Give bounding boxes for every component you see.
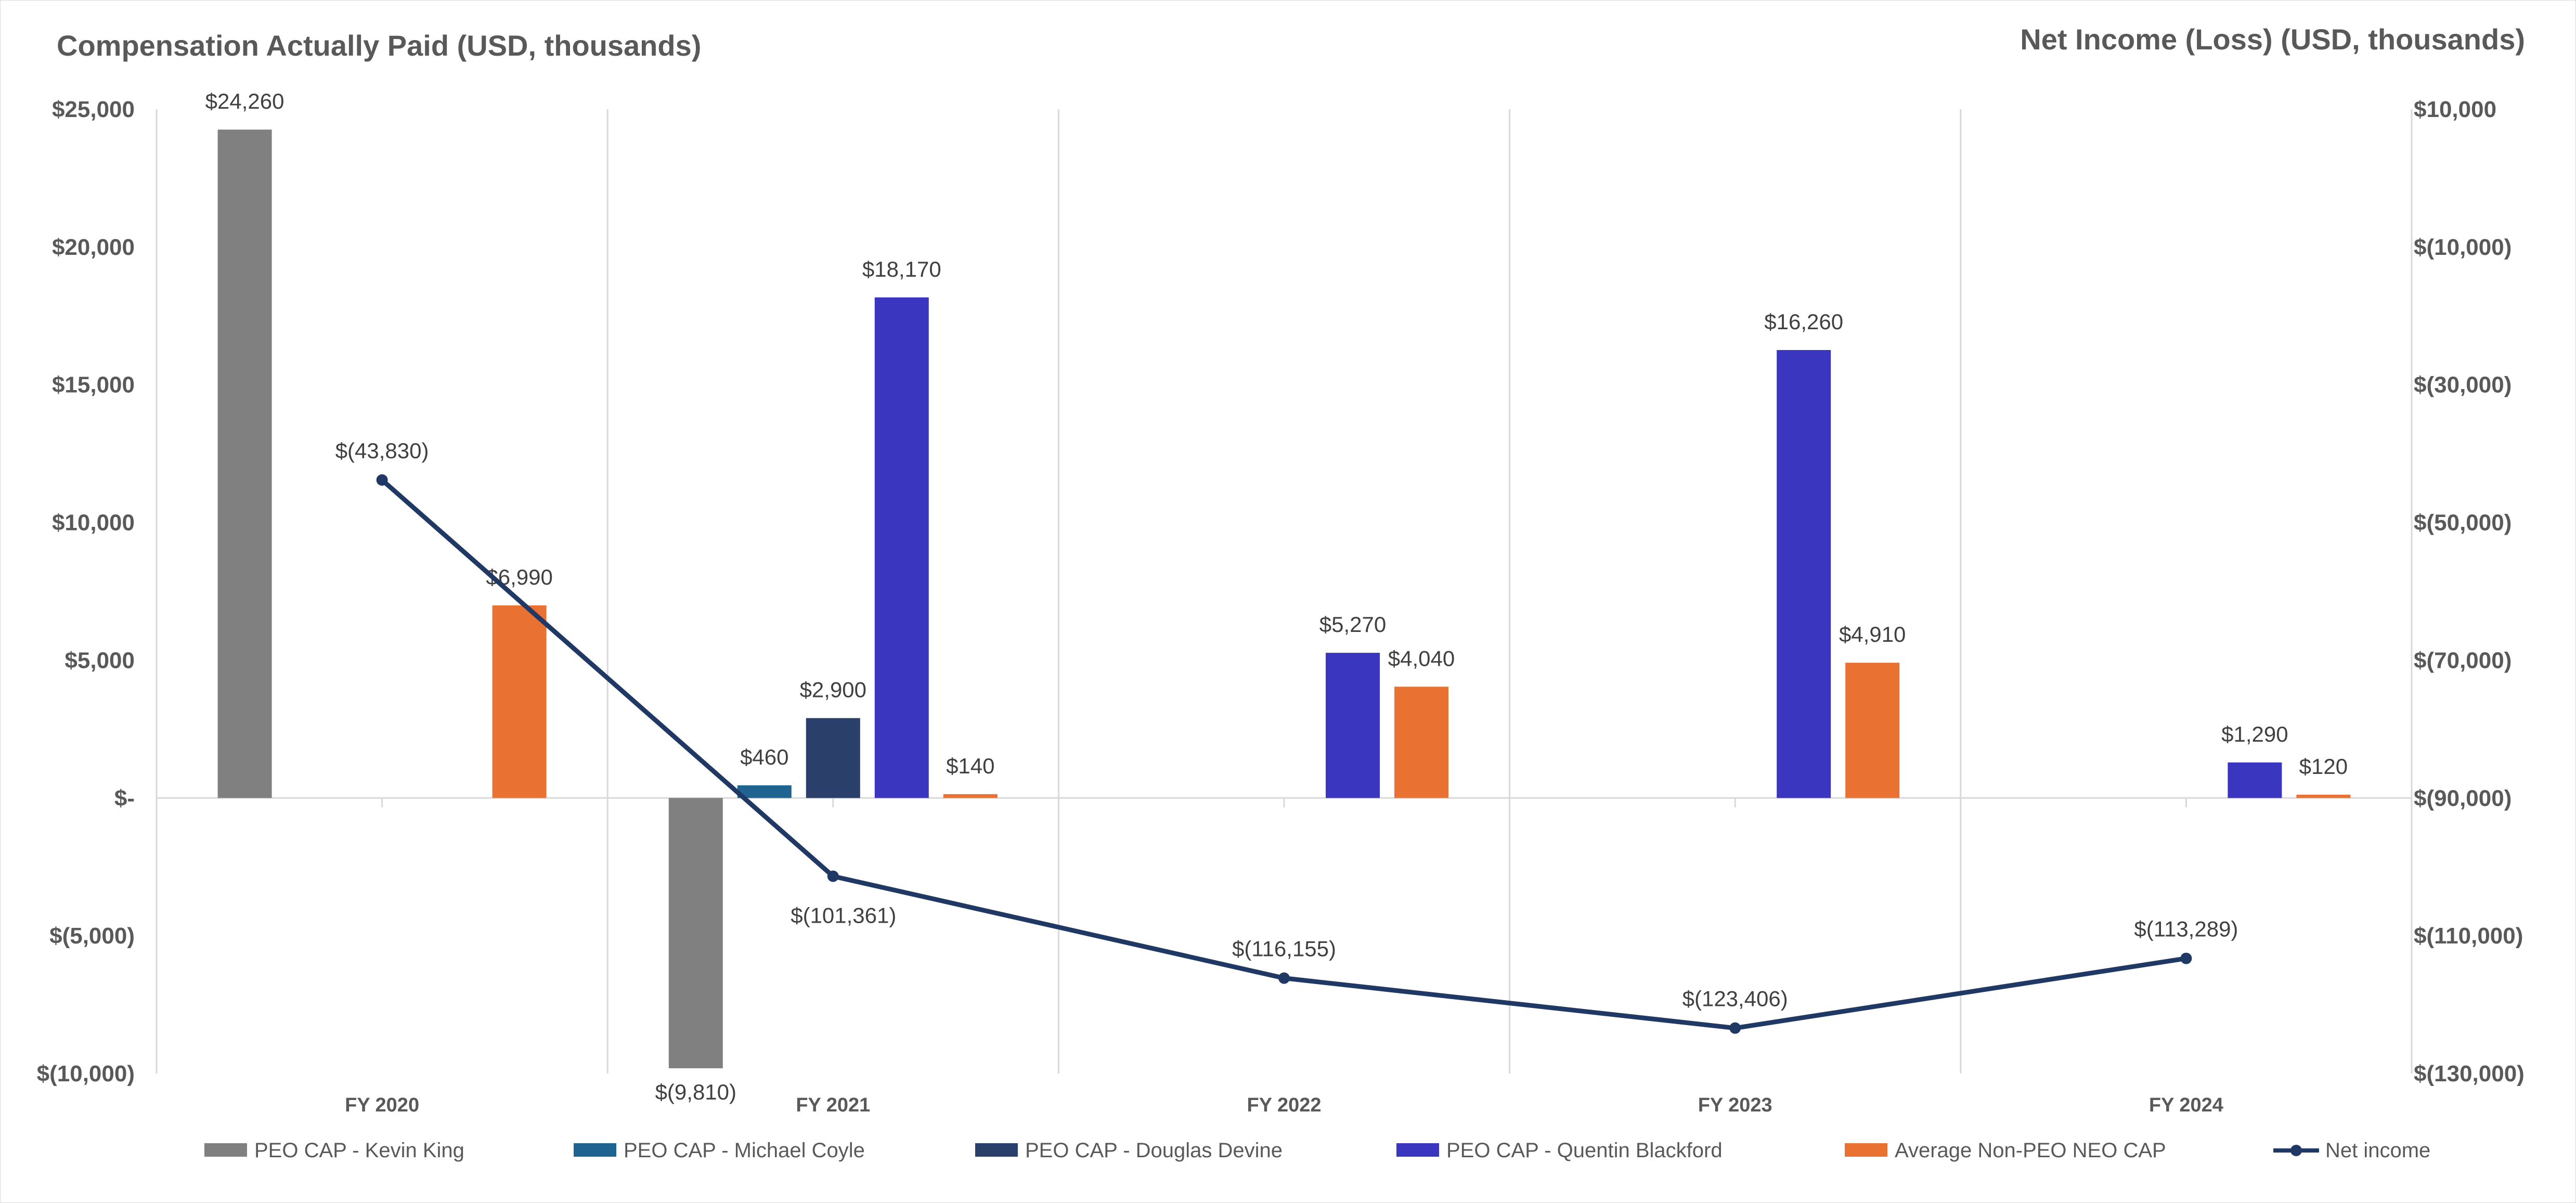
- net-income-point: [1729, 1022, 1741, 1034]
- legend-swatch-average-non-peo-neo-cap: [1845, 1143, 1887, 1157]
- x-tick-label: FY 2024: [2149, 1094, 2223, 1116]
- legend-label-peo-cap-douglas-devine: PEO CAP - Douglas Devine: [1025, 1139, 1283, 1162]
- y-tick-label: $25,000: [52, 97, 135, 122]
- bar-average-non-peo-neo-cap: [943, 794, 998, 798]
- bar-peo-cap-kevin-king: [668, 798, 723, 1068]
- y2-tick-label: $(10,000): [2414, 235, 2512, 260]
- legend-label-peo-cap-kevin-king: PEO CAP - Kevin King: [254, 1139, 464, 1162]
- y-tick-label: $-: [114, 785, 135, 811]
- bar-average-non-peo-neo-cap: [1394, 687, 1448, 798]
- x-tick-label: FY 2022: [1247, 1094, 1322, 1116]
- y2-tick-label: $(30,000): [2414, 372, 2512, 398]
- net-income-data-label: $(43,830): [335, 438, 429, 463]
- legend-swatch-peo-cap-quentin-blackford: [1396, 1143, 1439, 1157]
- x-tick-label: FY 2023: [1698, 1094, 1772, 1116]
- bar-data-label: $(9,810): [655, 1080, 736, 1104]
- net-income-point: [2180, 952, 2192, 964]
- legend-marker-net-income: [2290, 1145, 2302, 1156]
- y-tick-label: $5,000: [64, 648, 135, 673]
- bar-average-non-peo-neo-cap: [2296, 794, 2351, 798]
- net-income-data-label: $(123,406): [1682, 987, 1788, 1011]
- bar-average-non-peo-neo-cap: [492, 605, 547, 798]
- legend-label-peo-cap-quentin-blackford: PEO CAP - Quentin Blackford: [1446, 1139, 1723, 1162]
- bar-data-label: $120: [2299, 754, 2348, 779]
- legend-swatch-peo-cap-douglas-devine: [975, 1143, 1018, 1157]
- y-tick-label: $20,000: [52, 235, 135, 260]
- bar-peo-cap-quentin-blackford: [1777, 350, 1831, 798]
- legend-label-average-non-peo-neo-cap: Average Non-PEO NEO CAP: [1895, 1139, 2166, 1162]
- y2-tick-label: $(90,000): [2414, 785, 2512, 811]
- net-income-data-label: $(113,289): [2134, 917, 2238, 941]
- bar-data-label: $24,260: [205, 89, 284, 113]
- bar-data-label: $4,910: [1839, 622, 1906, 646]
- bar-peo-cap-kevin-king: [217, 130, 272, 798]
- bar-data-label: $16,260: [1764, 309, 1843, 334]
- bar-average-non-peo-neo-cap: [1845, 663, 1900, 798]
- bar-data-label: $140: [946, 754, 994, 778]
- y-tick-label: $15,000: [52, 372, 135, 398]
- bar-peo-cap-douglas-devine: [806, 718, 860, 798]
- net-income-data-label: $(116,155): [1232, 937, 1336, 961]
- bar-peo-cap-quentin-blackford: [874, 297, 929, 798]
- x-tick-label: FY 2020: [345, 1094, 419, 1116]
- y2-tick-label: $10,000: [2414, 97, 2496, 122]
- legend-swatch-peo-cap-michael-coyle: [574, 1143, 616, 1157]
- y-tick-label: $10,000: [52, 510, 135, 536]
- bar-data-label: $6,990: [486, 565, 552, 589]
- legend-swatch-peo-cap-kevin-king: [204, 1143, 247, 1157]
- net-income-data-label: $(101,361): [791, 903, 896, 928]
- y-tick-label: $(10,000): [37, 1061, 135, 1086]
- legend-label-net-income: Net income: [2325, 1139, 2430, 1162]
- bar-data-label: $18,170: [862, 257, 941, 281]
- bar-peo-cap-michael-coyle: [737, 785, 792, 798]
- y2-tick-label: $(50,000): [2414, 510, 2512, 536]
- legend-label-peo-cap-michael-coyle: PEO CAP - Michael Coyle: [624, 1139, 865, 1162]
- y2-tick-label: $(110,000): [2414, 923, 2523, 949]
- y-tick-label: $(5,000): [49, 923, 135, 949]
- net-income-point: [376, 474, 388, 486]
- bar-data-label: $4,040: [1388, 646, 1455, 670]
- right-axis-title: Net Income (Loss) (USD, thousands): [2020, 23, 2525, 56]
- y2-tick-label: $(70,000): [2414, 648, 2512, 673]
- bar-data-label: $1,290: [2221, 722, 2288, 746]
- bar-data-label: $5,270: [1319, 612, 1386, 637]
- net-income-point: [827, 870, 839, 882]
- y2-tick-label: $(130,000): [2414, 1061, 2525, 1086]
- net-income-point: [1278, 972, 1290, 984]
- bar-peo-cap-quentin-blackford: [1326, 653, 1380, 798]
- x-tick-label: FY 2021: [796, 1094, 870, 1116]
- bar-data-label: $460: [740, 745, 788, 769]
- bar-peo-cap-quentin-blackford: [2228, 762, 2282, 798]
- bar-data-label: $2,900: [800, 678, 866, 702]
- left-axis-title: Compensation Actually Paid (USD, thousan…: [57, 29, 701, 62]
